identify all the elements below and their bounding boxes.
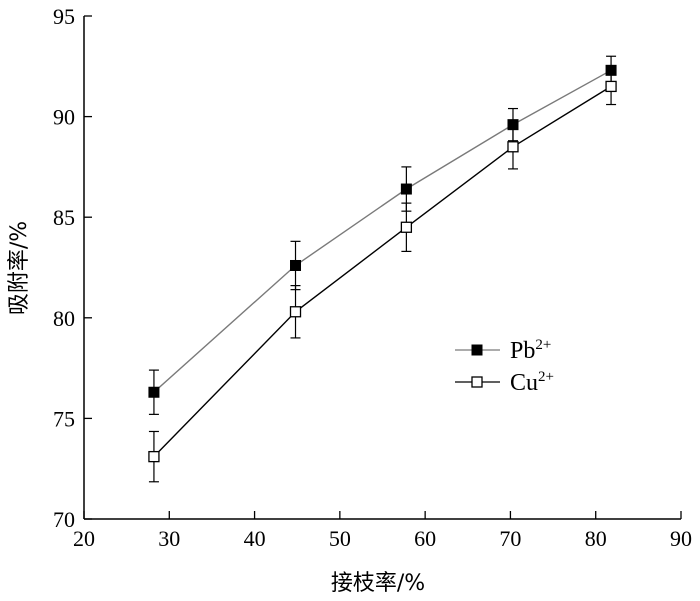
- data-point-cu: [289, 306, 302, 318]
- data-point-cu: [507, 141, 519, 153]
- svg-text:Cu2+: Cu2+: [510, 369, 554, 396]
- x-tick-label: 80: [585, 526, 607, 551]
- y-tick-label: 80: [53, 306, 75, 331]
- legend-marker-cu: [471, 376, 483, 388]
- x-tick-label: 30: [158, 526, 180, 551]
- data-point-cu: [400, 221, 413, 233]
- y-tick-label: 95: [53, 4, 75, 29]
- y-tick-label: 90: [53, 105, 75, 130]
- y-axis-title: 吸附率/%: [7, 221, 32, 315]
- x-tick-label: 50: [329, 526, 351, 551]
- legend-sup-pb: 2+: [535, 337, 551, 353]
- series-layer: [148, 55, 617, 483]
- legend-sup-cu: 2+: [538, 369, 554, 385]
- x-tick-label: 70: [499, 526, 521, 551]
- y-tick-label: 85: [53, 205, 75, 230]
- y-tick-label: 75: [53, 406, 75, 431]
- x-tick-label: 20: [73, 526, 95, 551]
- x-tick-label: 40: [244, 526, 266, 551]
- legend-item-pb: Pb2+: [455, 337, 551, 364]
- legend-label-cu: Cu: [510, 370, 538, 396]
- x-tick-label: 90: [670, 526, 692, 551]
- y-axis-ticks: 70 75 80 85 90 95: [53, 4, 92, 532]
- data-point-pb: [148, 386, 160, 398]
- series-line-cu: [153, 85, 612, 458]
- data-point-pb: [400, 183, 412, 195]
- svg-text:Pb2+: Pb2+: [510, 337, 551, 364]
- data-point-pb: [290, 259, 302, 271]
- legend: Pb2+ Cu2+: [455, 337, 554, 396]
- axes: [83, 16, 681, 520]
- x-tick-label: 60: [414, 526, 436, 551]
- legend-item-cu: Cu2+: [455, 369, 554, 396]
- y-tick-label: 70: [53, 507, 75, 532]
- x-axis-ticks: 20 30 40 50 60 70 80 90: [73, 511, 692, 551]
- data-point-cu: [605, 80, 617, 93]
- legend-label-pb: Pb: [510, 338, 535, 364]
- legend-marker-pb: [471, 344, 483, 356]
- series-cu: [148, 67, 617, 483]
- data-point-cu: [148, 450, 160, 463]
- series-pb: [148, 55, 617, 415]
- x-axis-title: 接枝率/%: [331, 571, 425, 596]
